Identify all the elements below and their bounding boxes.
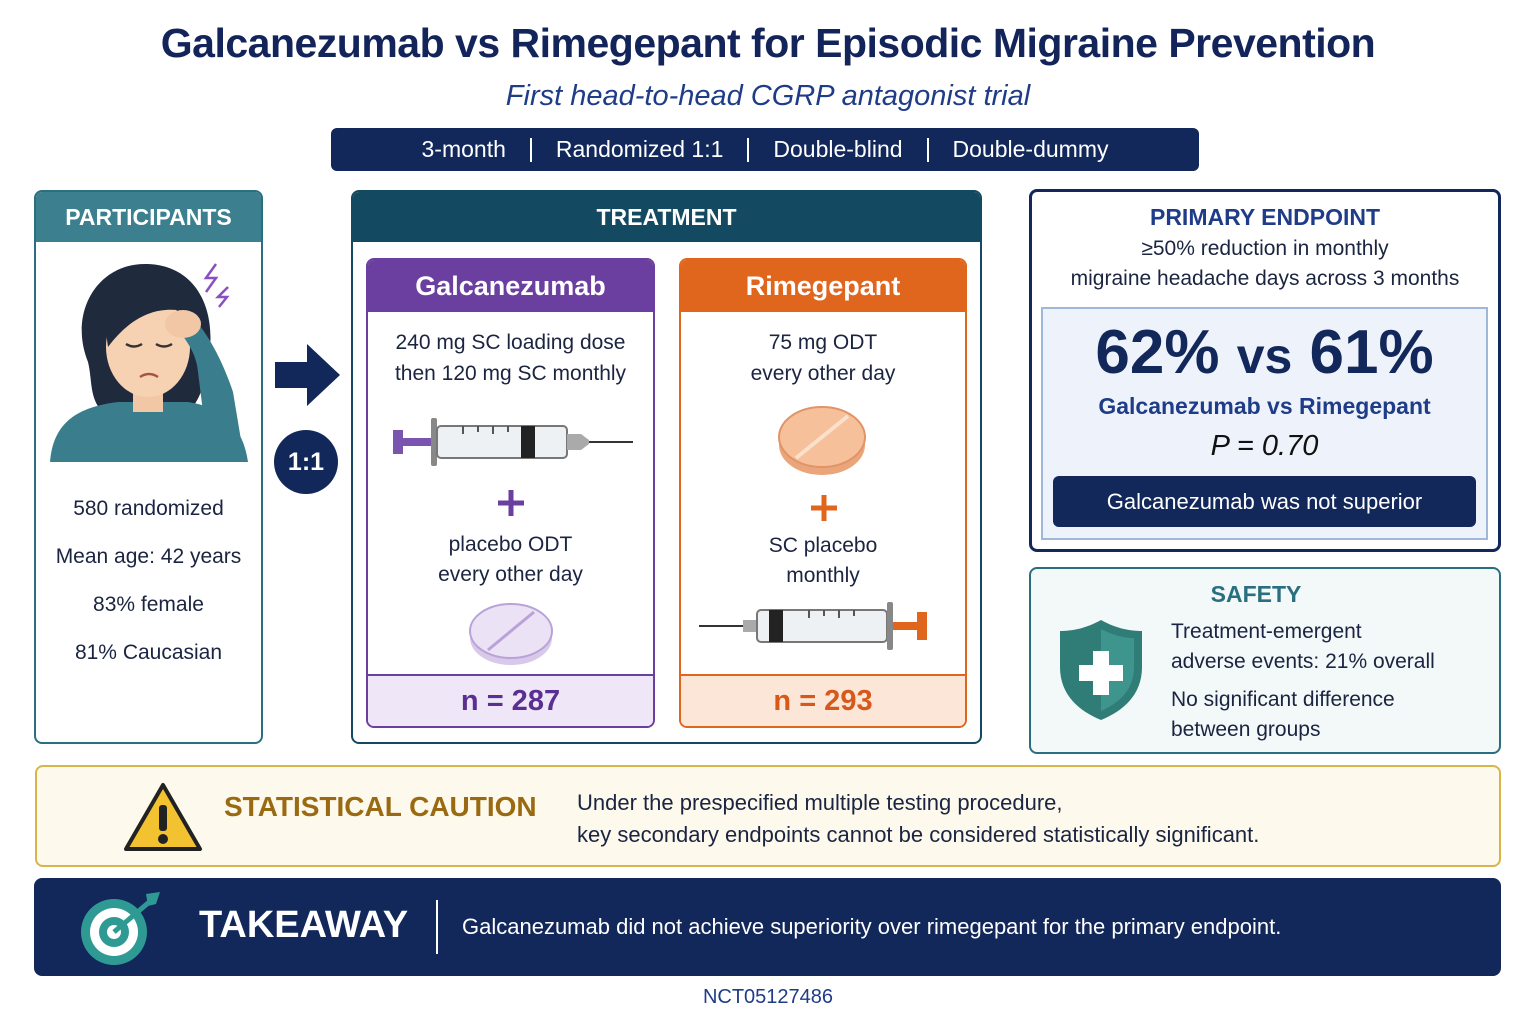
caution-line: Under the prespecified multiple testing … bbox=[577, 790, 1063, 815]
participant-stat: 81% Caucasian bbox=[74, 641, 223, 664]
warning-icon bbox=[124, 783, 202, 851]
placebo-line: placebo ODT bbox=[448, 533, 573, 556]
safety-panel: SAFETY Treatment-emergent adverse events… bbox=[1029, 567, 1501, 754]
design-item: Randomized 1:1 bbox=[555, 136, 724, 162]
tablet-icon bbox=[778, 406, 866, 475]
separator bbox=[926, 137, 929, 162]
panel-heading: PRIMARY ENDPOINT bbox=[1149, 204, 1381, 230]
safety-line: between groups bbox=[1171, 718, 1321, 741]
panel-heading: PARTICIPANTS bbox=[36, 192, 261, 242]
safety-line: Treatment-emergent bbox=[1171, 620, 1362, 643]
safety-line: No significant difference bbox=[1171, 688, 1395, 711]
patient-icon bbox=[50, 263, 248, 462]
primary-endpoint-panel: PRIMARY ENDPOINT ≥50% reduction in month… bbox=[1029, 189, 1501, 552]
panel-heading: SAFETY bbox=[1210, 581, 1302, 607]
arm-n: n = 287 bbox=[368, 674, 653, 726]
separator bbox=[529, 137, 532, 162]
participants-panel: PARTICIPANTS 580 randomized Mean age: 42… bbox=[34, 190, 263, 744]
participant-stat: 580 randomized bbox=[73, 497, 224, 520]
participant-stat: Mean age: 42 years bbox=[55, 545, 242, 568]
comparison: Galcanezumab vs Rimegepant bbox=[1098, 393, 1431, 419]
result-value: 62% bbox=[1095, 318, 1220, 387]
safety-line: adverse events: 21% overall bbox=[1171, 650, 1435, 673]
separator bbox=[747, 137, 750, 162]
subtitle: First head-to-head CGRP antagonist trial bbox=[505, 80, 1031, 112]
arm-name: Rimegepant bbox=[681, 260, 965, 312]
endpoint-description: migraine headache days across 3 months bbox=[1070, 267, 1460, 290]
takeaway-heading: TAKEAWAY bbox=[199, 904, 409, 946]
result: 62% vs 61% bbox=[1043, 317, 1486, 388]
galcanezumab-arm: Galcanezumab 240 mg SC loading dose then… bbox=[366, 258, 655, 728]
target-icon bbox=[81, 892, 160, 965]
caution-heading: STATISTICAL CAUTION bbox=[224, 791, 537, 822]
syringe-icon bbox=[699, 602, 927, 650]
caution-line: key secondary endpoints cannot be consid… bbox=[577, 822, 1260, 847]
plus-icon bbox=[498, 490, 524, 516]
arm-name: Galcanezumab bbox=[368, 260, 653, 312]
dose-line: every other day bbox=[750, 362, 896, 385]
result-value: 61% bbox=[1309, 318, 1434, 387]
participant-stat: 83% female bbox=[93, 593, 204, 616]
rimegepant-arm: Rimegepant 75 mg ODT every other day SC … bbox=[679, 258, 967, 728]
panel-heading: TREATMENT bbox=[353, 192, 980, 242]
placebo-line: every other day bbox=[438, 563, 583, 586]
versus: vs bbox=[1236, 328, 1293, 384]
result-box: 62% vs 61% Galcanezumab vs Rimegepant P … bbox=[1041, 307, 1488, 540]
plus-icon bbox=[811, 495, 837, 521]
trial-id: NCT05127486 bbox=[702, 986, 834, 1008]
p-value: P = 0.70 bbox=[1210, 430, 1319, 462]
arrow bbox=[275, 344, 340, 406]
design-item: Double-dummy bbox=[952, 136, 1109, 162]
dose-line: then 120 mg SC monthly bbox=[394, 362, 627, 385]
arm-n: n = 293 bbox=[681, 674, 965, 726]
design-item: Double-blind bbox=[773, 136, 903, 162]
dose-line: 75 mg ODT bbox=[768, 331, 878, 354]
tablet-icon bbox=[469, 603, 553, 665]
shield-icon bbox=[1060, 620, 1142, 720]
verdict: Galcanezumab was not superior bbox=[1053, 476, 1476, 527]
takeaway-panel: TAKEAWAY Galcanezumab did not achieve su… bbox=[34, 878, 1501, 976]
placebo-line: SC placebo bbox=[768, 534, 878, 557]
divider bbox=[436, 900, 438, 954]
dose-line: 240 mg SC loading dose bbox=[395, 331, 626, 354]
endpoint-description: ≥50% reduction in monthly bbox=[1141, 237, 1389, 260]
ratio-badge: 1:1 bbox=[274, 430, 338, 494]
syringe-icon bbox=[393, 418, 633, 466]
caution-panel: STATISTICAL CAUTION Under the prespecifi… bbox=[35, 765, 1501, 867]
design-item: 3-month bbox=[421, 136, 506, 162]
title: Galcanezumab vs Rimegepant for Episodic … bbox=[160, 20, 1376, 66]
design-bar: 3-month Randomized 1:1 Double-blind Doub… bbox=[331, 128, 1199, 171]
takeaway-text: Galcanezumab did not achieve superiority… bbox=[462, 914, 1282, 939]
placebo-line: monthly bbox=[786, 564, 860, 587]
